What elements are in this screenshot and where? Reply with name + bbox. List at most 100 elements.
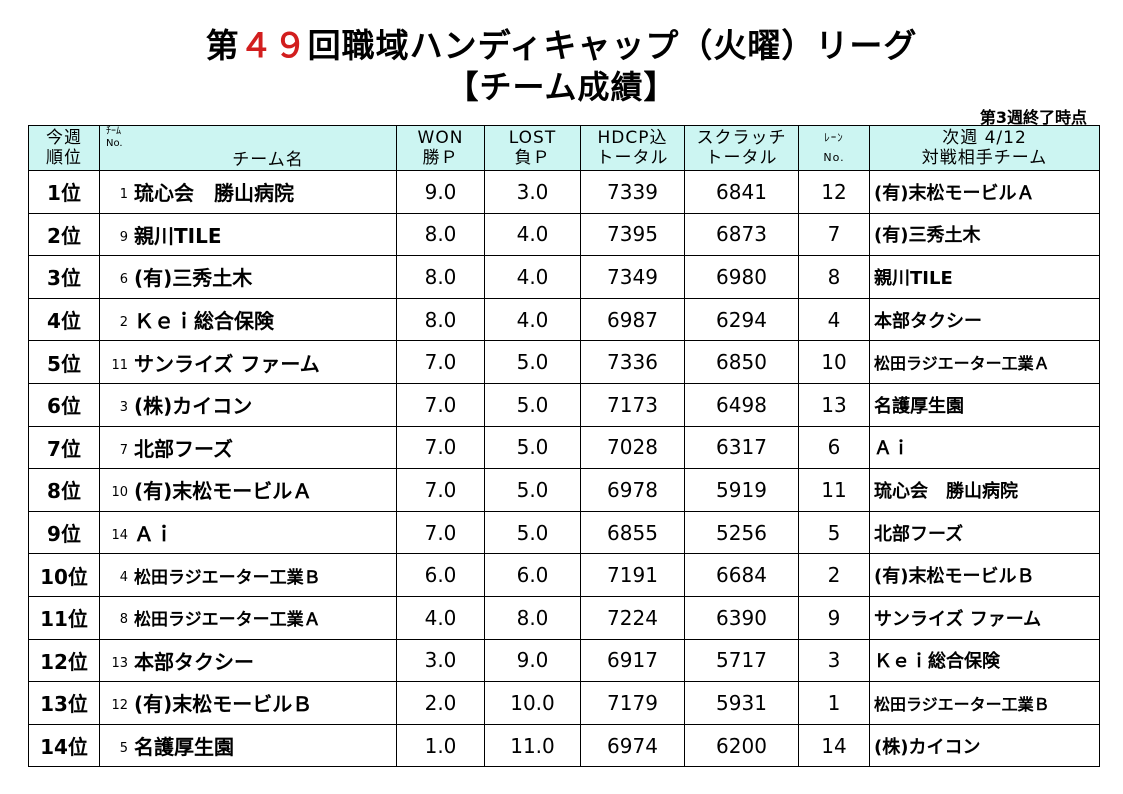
table-row: 2位 9 親川TILE 8.0 4.0 7395 6873 7 (有)三秀土木 xyxy=(28,212,1100,257)
team-number: 10 xyxy=(111,485,128,501)
rank-cell: 11位 xyxy=(28,595,100,640)
lost-cell: 11.0 xyxy=(484,723,581,768)
won-cell: 3.0 xyxy=(396,638,485,683)
lane-cell: 2 xyxy=(798,553,870,597)
hdcp-cell: 7224 xyxy=(580,595,685,640)
lane-cell: 4 xyxy=(798,297,870,342)
lost-cell: 5.0 xyxy=(484,468,581,512)
team-cell: 12 (有)末松モービルＢ xyxy=(99,681,397,725)
opponent-cell: Ｋｅｉ総合保険 xyxy=(869,638,1100,683)
page-title: 第４９回職域ハンディキャップ（火曜）リーグ xyxy=(0,24,1123,68)
team-name: 琉心会 勝山病院 xyxy=(134,181,294,206)
rank-cell: 13位 xyxy=(28,681,100,725)
team-cell: 14 Ａｉ xyxy=(99,510,397,555)
won-cell: 7.0 xyxy=(396,425,485,470)
team-name: Ｋｅｉ総合保険 xyxy=(134,309,274,334)
team-cell: 10 (有)末松モービルＡ xyxy=(99,468,397,512)
hdcp-cell: 7028 xyxy=(580,425,685,470)
header-hdcp: HDCP込 トータル xyxy=(580,125,685,171)
team-name: 親川TILE xyxy=(134,223,222,248)
lost-cell: 5.0 xyxy=(484,510,581,555)
team-number: 12 xyxy=(111,698,128,714)
rank-cell: 14位 xyxy=(28,723,100,768)
lane-cell: 7 xyxy=(798,212,870,257)
opponent-cell: 琉心会 勝山病院 xyxy=(869,468,1100,512)
lane-cell: 6 xyxy=(798,425,870,470)
won-cell: 7.0 xyxy=(396,382,485,427)
scratch-cell: 6498 xyxy=(684,382,799,427)
team-name: 北部フーズ xyxy=(134,436,233,461)
table-body: 1位 1 琉心会 勝山病院 9.0 3.0 7339 6841 12 (有)末松モービルＡ 2位 9… xyxy=(28,170,1100,768)
won-cell: 7.0 xyxy=(396,510,485,555)
team-name: 名護厚生園 xyxy=(134,735,234,760)
won-cell: 4.0 xyxy=(396,595,485,640)
title-prefix: 第 xyxy=(205,26,240,65)
team-cell: 13 本部タクシー xyxy=(99,638,397,683)
scratch-cell: 6980 xyxy=(684,255,799,299)
hdcp-cell: 7349 xyxy=(580,255,685,299)
team-cell: 11 サンライズ ファーム xyxy=(99,340,397,384)
scratch-cell: 6873 xyxy=(684,212,799,257)
lane-cell: 8 xyxy=(798,255,870,299)
table-row: 7位 7 北部フーズ 7.0 5.0 7028 6317 6 Ａｉ xyxy=(28,425,1100,470)
opponent-cell: 松田ラジエーター工業Ａ xyxy=(869,340,1100,384)
team-number: 8 xyxy=(119,612,128,628)
scratch-cell: 5717 xyxy=(684,638,799,683)
lost-cell: 3.0 xyxy=(484,170,581,214)
team-name: (有)末松モービルＡ xyxy=(134,479,313,504)
team-cell: 9 親川TILE xyxy=(99,212,397,257)
hdcp-cell: 7336 xyxy=(580,340,685,384)
lane-cell: 9 xyxy=(798,595,870,640)
header-won: WON 勝Ｐ xyxy=(396,125,485,171)
team-number: 4 xyxy=(119,569,128,585)
team-name: 松田ラジエーター工業Ａ xyxy=(134,610,321,631)
won-cell: 8.0 xyxy=(396,212,485,257)
header-lost: LOST 負Ｐ xyxy=(484,125,581,171)
header-next: 次週 4/12 対戦相手チーム xyxy=(869,125,1100,171)
scratch-cell: 5256 xyxy=(684,510,799,555)
lost-cell: 5.0 xyxy=(484,340,581,384)
hdcp-cell: 7179 xyxy=(580,681,685,725)
rank-cell: 7位 xyxy=(28,425,100,470)
scratch-cell: 6684 xyxy=(684,553,799,597)
table-row: 14位 5 名護厚生園 1.0 11.0 6974 6200 14 (株)カイコン xyxy=(28,723,1100,768)
lost-cell: 5.0 xyxy=(484,382,581,427)
scratch-cell: 5931 xyxy=(684,681,799,725)
table-row: 3位 6 (有)三秀土木 8.0 4.0 7349 6980 8 親川TILE xyxy=(28,255,1100,299)
rank-cell: 8位 xyxy=(28,468,100,512)
won-cell: 8.0 xyxy=(396,297,485,342)
team-number: 6 xyxy=(119,272,128,288)
team-cell: 5 名護厚生園 xyxy=(99,723,397,768)
team-cell: 2 Ｋｅｉ総合保険 xyxy=(99,297,397,342)
table-row: 10位 4 松田ラジエーター工業Ｂ 6.0 6.0 7191 6684 2 (有)末松モービルＢ xyxy=(28,553,1100,597)
hdcp-cell: 6978 xyxy=(580,468,685,512)
opponent-cell: (有)三秀土木 xyxy=(869,212,1100,257)
lost-cell: 4.0 xyxy=(484,212,581,257)
title-suffix: 回職域ハンディキャップ（火曜）リーグ xyxy=(307,26,918,65)
scratch-cell: 6294 xyxy=(684,297,799,342)
rank-cell: 4位 xyxy=(28,297,100,342)
team-name: 松田ラジエーター工業Ｂ xyxy=(134,567,321,588)
scratch-cell: 6390 xyxy=(684,595,799,640)
won-cell: 8.0 xyxy=(396,255,485,299)
team-number: 5 xyxy=(119,741,128,757)
won-cell: 7.0 xyxy=(396,340,485,384)
opponent-cell: 親川TILE xyxy=(869,255,1100,299)
team-name: サンライズ ファーム xyxy=(134,351,320,376)
opponent-cell: 名護厚生園 xyxy=(869,382,1100,427)
team-cell: 6 (有)三秀土木 xyxy=(99,255,397,299)
table-row: 8位 10 (有)末松モービルＡ 7.0 5.0 6978 5919 11 琉心会 勝山病院 xyxy=(28,468,1100,512)
lane-cell: 11 xyxy=(798,468,870,512)
rank-cell: 5位 xyxy=(28,340,100,384)
opponent-cell: (株)カイコン xyxy=(869,723,1100,768)
opponent-cell: 本部タクシー xyxy=(869,297,1100,342)
table-row: 4位 2 Ｋｅｉ総合保険 8.0 4.0 6987 6294 4 本部タクシー xyxy=(28,297,1100,342)
team-number: 13 xyxy=(111,655,128,671)
team-name: (有)末松モービルＢ xyxy=(134,692,313,717)
opponent-cell: (有)末松モービルＢ xyxy=(869,553,1100,597)
hdcp-cell: 7173 xyxy=(580,382,685,427)
lane-cell: 5 xyxy=(798,510,870,555)
header-team: ﾁｰﾑ No. チーム名 xyxy=(99,125,397,171)
rank-cell: 9位 xyxy=(28,510,100,555)
hdcp-cell: 6974 xyxy=(580,723,685,768)
